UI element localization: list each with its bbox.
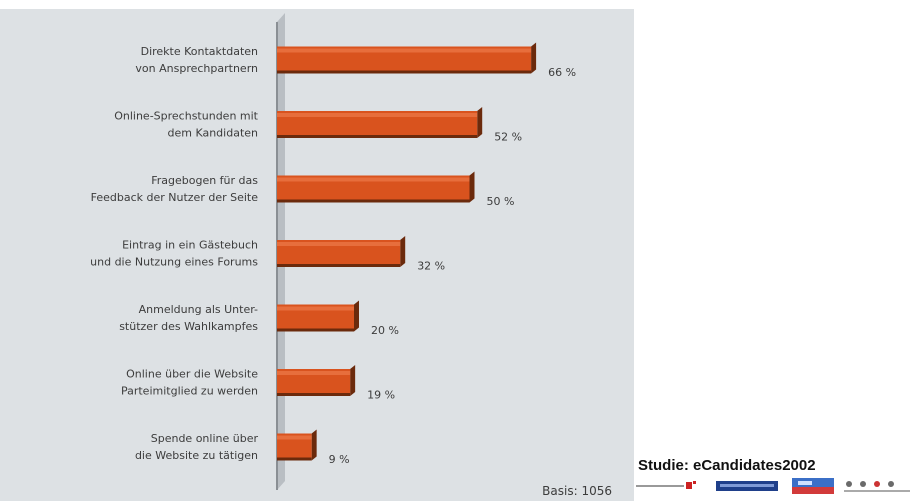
- bar-depth: [354, 301, 359, 332]
- bar-depth: [477, 107, 482, 138]
- bar-value-label: 20 %: [371, 324, 399, 337]
- bar-highlight: [277, 178, 470, 182]
- category-label: Eintrag in ein Gästebuch: [122, 239, 258, 252]
- bar-shadow: [277, 393, 350, 396]
- bar-value-label: 52 %: [494, 131, 522, 144]
- partner-logo: [844, 478, 910, 494]
- partner-logo: [636, 478, 698, 494]
- bar-value-label: 19 %: [367, 389, 395, 402]
- bar-shadow: [277, 264, 400, 267]
- bar-value-label: 32 %: [417, 260, 445, 273]
- bar-depth: [531, 43, 536, 74]
- bar-shadow: [277, 135, 477, 138]
- category-label: Feedback der Nutzer der Seite: [91, 191, 259, 204]
- partner-logo: [792, 478, 834, 494]
- partner-logos: [636, 478, 912, 496]
- category-label: dem Kandidaten: [167, 127, 258, 140]
- bar-highlight: [277, 49, 531, 53]
- study-title: Studie: eCandidates2002: [638, 457, 816, 474]
- basis-note: Basis: 1056: [542, 484, 612, 498]
- bar-highlight: [277, 436, 312, 440]
- category-label: stützer des Wahlkampfes: [119, 320, 258, 333]
- category-label: die Website zu tätigen: [135, 449, 258, 462]
- bar-highlight: [277, 242, 400, 246]
- bar-depth: [312, 430, 317, 461]
- bar-highlight: [277, 113, 477, 117]
- bar-shadow: [277, 200, 470, 203]
- bar-shadow: [277, 71, 531, 74]
- category-label: und die Nutzung eines Forums: [90, 256, 258, 269]
- category-label: Anmeldung als Unter-: [139, 303, 258, 316]
- bar-depth: [470, 172, 475, 203]
- bar-depth: [400, 236, 405, 267]
- bar-highlight: [277, 371, 350, 375]
- category-label: Spende online über: [151, 432, 259, 445]
- bar-depth: [350, 365, 355, 396]
- bar-value-label: 66 %: [548, 66, 576, 79]
- bar-shadow: [277, 329, 354, 332]
- bar-value-label: 50 %: [487, 195, 515, 208]
- category-label: Online über die Website: [126, 368, 258, 381]
- bar-shadow: [277, 458, 312, 461]
- bar-chart: 66 % Direkte Kontaktdaten von Ansprechpart…: [0, 0, 634, 501]
- bar-value-label: 9 %: [329, 453, 350, 466]
- category-label: Direkte Kontaktdaten: [141, 45, 258, 58]
- partner-logo: [716, 478, 778, 494]
- category-label: von Ansprechpartnern: [135, 62, 258, 75]
- category-label: Parteimitglied zu werden: [121, 385, 258, 398]
- category-label: Online-Sprechstunden mit: [114, 110, 258, 123]
- category-label: Fragebogen für das: [151, 174, 258, 187]
- bar-highlight: [277, 307, 354, 311]
